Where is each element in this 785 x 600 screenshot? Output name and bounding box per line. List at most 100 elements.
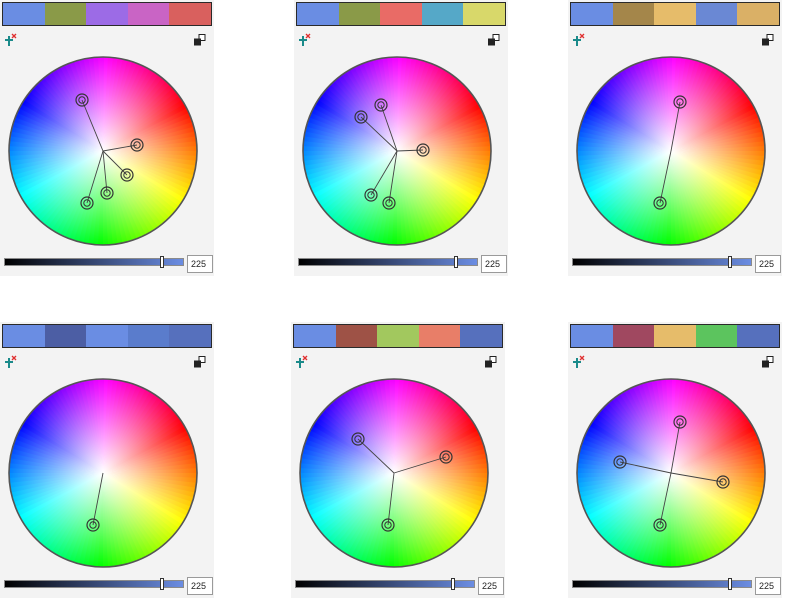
brightness-slider[interactable] (298, 256, 478, 268)
harmony-handle-3[interactable] (716, 475, 730, 489)
harmony-handle-4[interactable] (653, 518, 667, 532)
harmony-line (92, 472, 104, 526)
brightness-value-field[interactable]: 225 (187, 255, 213, 273)
color-swatch-1[interactable] (294, 325, 336, 347)
brightness-value-field[interactable]: 225 (755, 577, 781, 595)
harmony-line (396, 149, 424, 152)
color-wheel-panel-6: 225 (568, 322, 782, 598)
color-wheel[interactable] (301, 55, 493, 247)
harmony-handle-4[interactable] (364, 188, 378, 202)
brightness-slider[interactable] (4, 578, 184, 590)
harmony-handle-2[interactable] (374, 98, 388, 112)
brightness-slider-thumb[interactable] (450, 578, 455, 590)
color-swatch-1[interactable] (3, 3, 45, 25)
harmony-handle-3[interactable] (120, 168, 134, 182)
harmony-handle-2[interactable] (130, 138, 144, 152)
color-swatch-4[interactable] (127, 325, 170, 347)
color-swatch-5[interactable] (169, 325, 211, 347)
color-swatch-3[interactable] (377, 325, 419, 347)
harmony-handle-2[interactable] (653, 196, 667, 210)
brightness-slider[interactable] (4, 256, 184, 268)
add-color-picker-icon[interactable] (298, 33, 312, 47)
color-swatch-3[interactable] (654, 3, 696, 25)
layout-toggle-icon[interactable] (488, 33, 500, 46)
brightness-slider-thumb[interactable] (159, 256, 164, 268)
brightness-value-field[interactable]: 225 (478, 577, 504, 595)
harmony-handle-5[interactable] (382, 196, 396, 210)
color-wheel[interactable] (7, 377, 199, 569)
brightness-value-field[interactable]: 225 (481, 255, 507, 273)
layout-toggle-icon[interactable] (194, 33, 206, 46)
harmony-handle-2[interactable] (613, 455, 627, 469)
color-swatch-4[interactable] (695, 325, 738, 347)
harmony-handle-1[interactable] (673, 95, 687, 109)
color-swatch-2[interactable] (612, 3, 655, 25)
harmony-line (619, 461, 672, 474)
harmony-handle-2[interactable] (439, 450, 453, 464)
swatch-bar (570, 324, 780, 348)
brightness-value-field[interactable]: 225 (755, 255, 781, 273)
color-swatch-4[interactable] (695, 3, 738, 25)
color-swatch-3[interactable] (654, 325, 696, 347)
color-swatch-1[interactable] (571, 3, 613, 25)
brightness-slider-thumb[interactable] (159, 578, 164, 590)
color-swatch-3[interactable] (86, 325, 128, 347)
color-swatch-3[interactable] (86, 3, 128, 25)
brightness-value-field[interactable]: 225 (187, 577, 213, 595)
brightness-slider-thumb[interactable] (727, 256, 732, 268)
swatch-bar (570, 2, 780, 26)
harmony-line (370, 150, 398, 196)
harmony-line (86, 150, 104, 204)
add-color-picker-icon[interactable] (572, 355, 586, 369)
color-wheel[interactable] (575, 377, 767, 569)
harmony-handle-1[interactable] (351, 432, 365, 446)
color-wheel[interactable] (7, 55, 199, 247)
color-swatch-5[interactable] (169, 3, 211, 25)
brightness-slider-thumb[interactable] (453, 256, 458, 268)
add-color-picker-icon[interactable] (4, 355, 18, 369)
harmony-line (380, 104, 398, 152)
brightness-slider[interactable] (295, 578, 475, 590)
harmony-handle-3[interactable] (416, 143, 430, 157)
harmony-handle-1[interactable] (75, 93, 89, 107)
color-swatch-3[interactable] (380, 3, 422, 25)
harmony-handle-5[interactable] (80, 196, 94, 210)
harmony-line (360, 116, 398, 152)
color-swatch-2[interactable] (335, 325, 378, 347)
color-swatch-1[interactable] (297, 3, 339, 25)
harmony-line (659, 150, 672, 204)
color-swatch-2[interactable] (44, 3, 87, 25)
harmony-handle-1[interactable] (86, 518, 100, 532)
add-color-picker-icon[interactable] (295, 355, 309, 369)
brightness-slider[interactable] (572, 578, 752, 590)
color-swatch-4[interactable] (127, 3, 170, 25)
color-swatch-4[interactable] (421, 3, 464, 25)
layout-toggle-icon[interactable] (485, 355, 497, 368)
color-swatch-2[interactable] (44, 325, 87, 347)
color-wheel-panel-1: 225 (0, 0, 214, 276)
harmony-handle-3[interactable] (381, 518, 395, 532)
color-swatch-1[interactable] (3, 325, 45, 347)
color-swatch-4[interactable] (418, 325, 461, 347)
brightness-slider[interactable] (572, 256, 752, 268)
color-wheel[interactable] (575, 55, 767, 247)
add-color-picker-icon[interactable] (572, 33, 586, 47)
color-swatch-5[interactable] (460, 325, 502, 347)
color-swatch-2[interactable] (338, 3, 381, 25)
color-swatch-5[interactable] (737, 3, 779, 25)
swatch-bar (296, 2, 506, 26)
layout-toggle-icon[interactable] (762, 355, 774, 368)
color-swatch-1[interactable] (571, 325, 613, 347)
color-wheel[interactable] (298, 377, 490, 569)
brightness-slider-thumb[interactable] (727, 578, 732, 590)
color-swatch-5[interactable] (737, 325, 779, 347)
add-color-picker-icon[interactable] (4, 33, 18, 47)
color-swatch-2[interactable] (612, 325, 655, 347)
harmony-handle-1[interactable] (673, 415, 687, 429)
layout-toggle-icon[interactable] (762, 33, 774, 46)
harmony-handle-4[interactable] (100, 186, 114, 200)
swatch-bar (2, 2, 212, 26)
harmony-handle-1[interactable] (354, 110, 368, 124)
layout-toggle-icon[interactable] (194, 355, 206, 368)
color-swatch-5[interactable] (463, 3, 505, 25)
